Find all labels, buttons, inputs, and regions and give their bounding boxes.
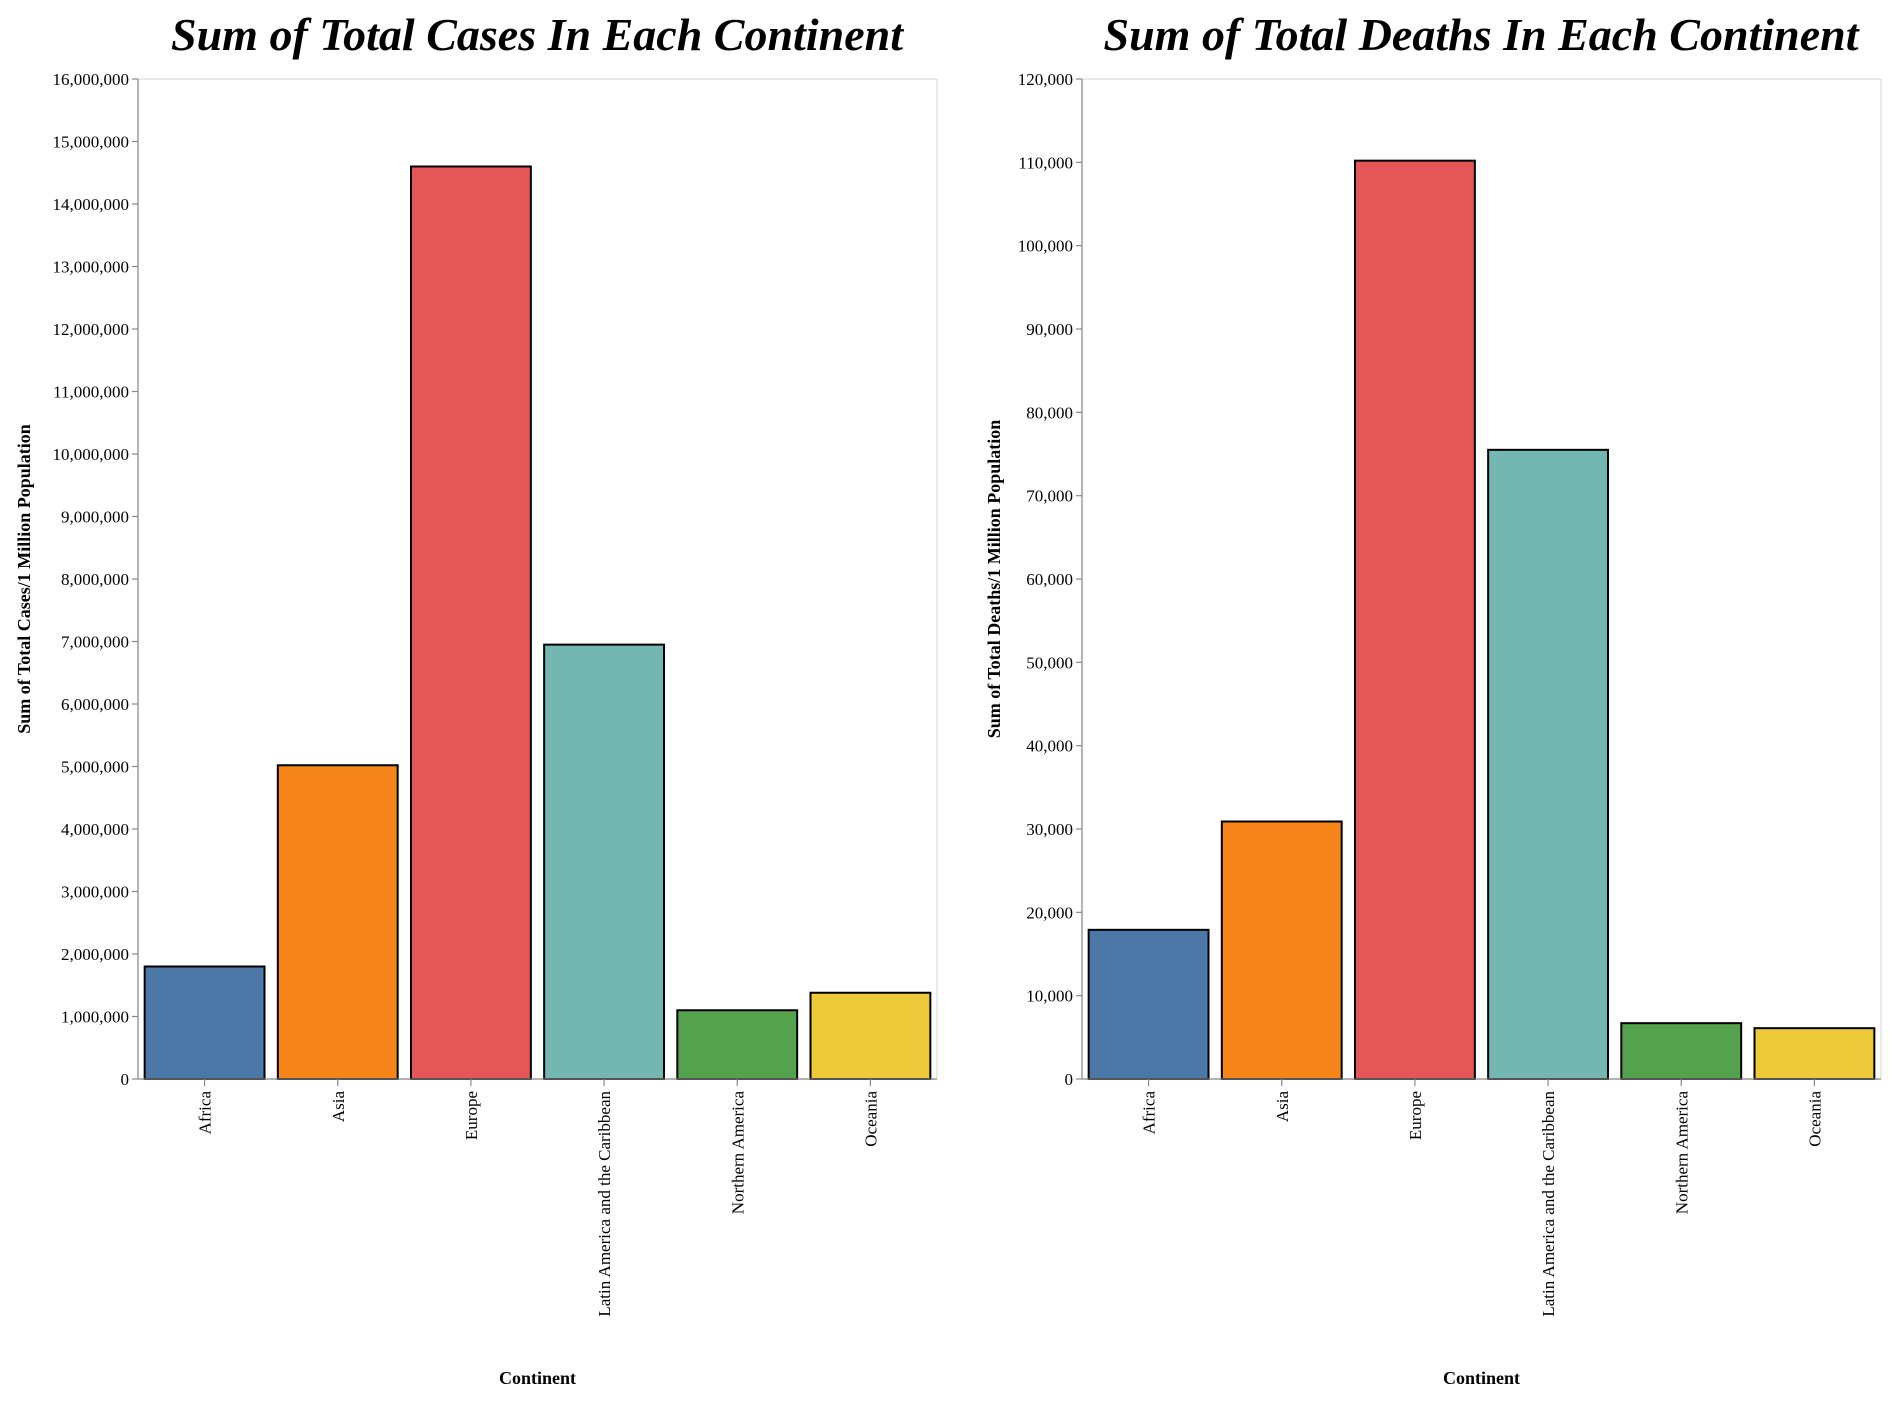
chart-1-y-axis-title: Sum of Total Cases/1 Million Population	[14, 424, 34, 734]
chart-2-y-tick-label-7: 70,000	[1026, 487, 1073, 506]
chart-2-y-tick-label-3: 30,000	[1026, 820, 1073, 839]
chart-2-x-tick-label-4: Northern America	[1672, 1091, 1691, 1215]
chart-2-y-tick-label-0: 0	[1065, 1070, 1074, 1089]
chart-2-bar-latin-america-and-the-caribbean	[1487, 448, 1610, 1081]
chart-1-y-tick-label-2: 2,000,000	[61, 945, 129, 964]
chart-2-y-tick-label-4: 40,000	[1026, 737, 1073, 756]
chart-1-y-tick-label-10: 10,000,000	[53, 445, 130, 464]
chart-2-y-tick-label-2: 20,000	[1026, 903, 1073, 922]
chart-1-y-tick-label-16: 16,000,000	[53, 70, 130, 89]
chart-2-y-tick-label-11: 110,000	[1018, 153, 1073, 172]
chart-2-bar-africa	[1087, 928, 1210, 1080]
chart-2-y-tick-label-10: 100,000	[1018, 237, 1073, 256]
chart-1-bar-northern-america	[676, 1009, 799, 1080]
chart-1-bar-europe	[409, 165, 532, 1080]
chart-1-bar-latin-america-and-the-caribbean	[543, 643, 666, 1080]
chart-1-y-tick-label-11: 11,000,000	[53, 383, 129, 402]
chart-2-y-tick-label-5: 50,000	[1026, 653, 1073, 672]
chart-1-y-tick-label-6: 6,000,000	[61, 695, 129, 714]
chart-1-y-tick-label-14: 14,000,000	[53, 195, 130, 214]
chart-1-y-tick-label-9: 9,000,000	[61, 508, 129, 527]
chart-1-x-tick-label-4: Northern America	[728, 1091, 747, 1215]
chart-2-bar-europe	[1353, 159, 1476, 1080]
chart-2-x-tick-label-5: Oceania	[1805, 1091, 1824, 1147]
chart-2-x-axis-title: Continent	[1443, 1368, 1520, 1388]
chart-1-x-tick-label-0: Africa	[196, 1091, 215, 1135]
chart-2-y-tick-label-1: 10,000	[1026, 987, 1073, 1006]
chart-1-x-tick-label-5: Oceania	[861, 1091, 880, 1147]
chart-2-x-tick-label-2: Europe	[1406, 1091, 1425, 1140]
chart-2-x-tick-label-3: Latin America and the Caribbean	[1539, 1091, 1558, 1317]
chart-2-bar-northern-america	[1620, 1022, 1743, 1081]
chart-2-y-tick-label-6: 60,000	[1026, 570, 1073, 589]
chart-1-x-tick-label-3: Latin America and the Caribbean	[595, 1091, 614, 1317]
chart-1-y-tick-label-8: 8,000,000	[61, 570, 129, 589]
chart-2-x-tick-label-0: Africa	[1140, 1091, 1159, 1135]
chart-1-x-axis-title: Continent	[499, 1368, 576, 1388]
chart-2-y-tick-label-8: 80,000	[1026, 403, 1073, 422]
chart-2-bar-oceania	[1753, 1027, 1876, 1080]
chart-2-y-axis-title: Sum of Total Deaths/1 Million Population	[984, 420, 1004, 739]
chart-2-title: Sum of Total Deaths In Each Continent	[1104, 9, 1860, 60]
chart-1-y-tick-label-0: 0	[121, 1070, 130, 1089]
chart-1-y-tick-label-3: 3,000,000	[61, 883, 129, 902]
chart-1-y-tick-label-1: 1,000,000	[61, 1008, 129, 1027]
chart-1-y-tick-label-12: 12,000,000	[53, 320, 130, 339]
chart-1-bar-asia	[276, 764, 399, 1080]
chart-1-y-tick-label-7: 7,000,000	[61, 633, 129, 652]
chart-1-y-tick-label-15: 15,000,000	[53, 133, 130, 152]
chart-1-y-tick-label-13: 13,000,000	[53, 258, 130, 277]
chart-1-x-tick-label-1: Asia	[329, 1091, 348, 1123]
chart-2-y-tick-label-12: 120,000	[1018, 70, 1073, 89]
chart-1-bar-africa	[143, 965, 266, 1080]
chart-1-y-tick-label-4: 4,000,000	[61, 820, 129, 839]
chart-1-y-tick-label-5: 5,000,000	[61, 758, 129, 777]
chart-1-plot-frame	[137, 78, 938, 1080]
chart-1-bar-oceania	[809, 991, 932, 1080]
chart-1-x-tick-label-2: Europe	[462, 1091, 481, 1140]
chart-1-title: Sum of Total Cases In Each Continent	[171, 9, 904, 60]
chart-2-y-tick-label-9: 90,000	[1026, 320, 1073, 339]
chart-2-x-tick-label-1: Asia	[1273, 1091, 1292, 1123]
chart-2-bar-asia	[1220, 820, 1343, 1080]
